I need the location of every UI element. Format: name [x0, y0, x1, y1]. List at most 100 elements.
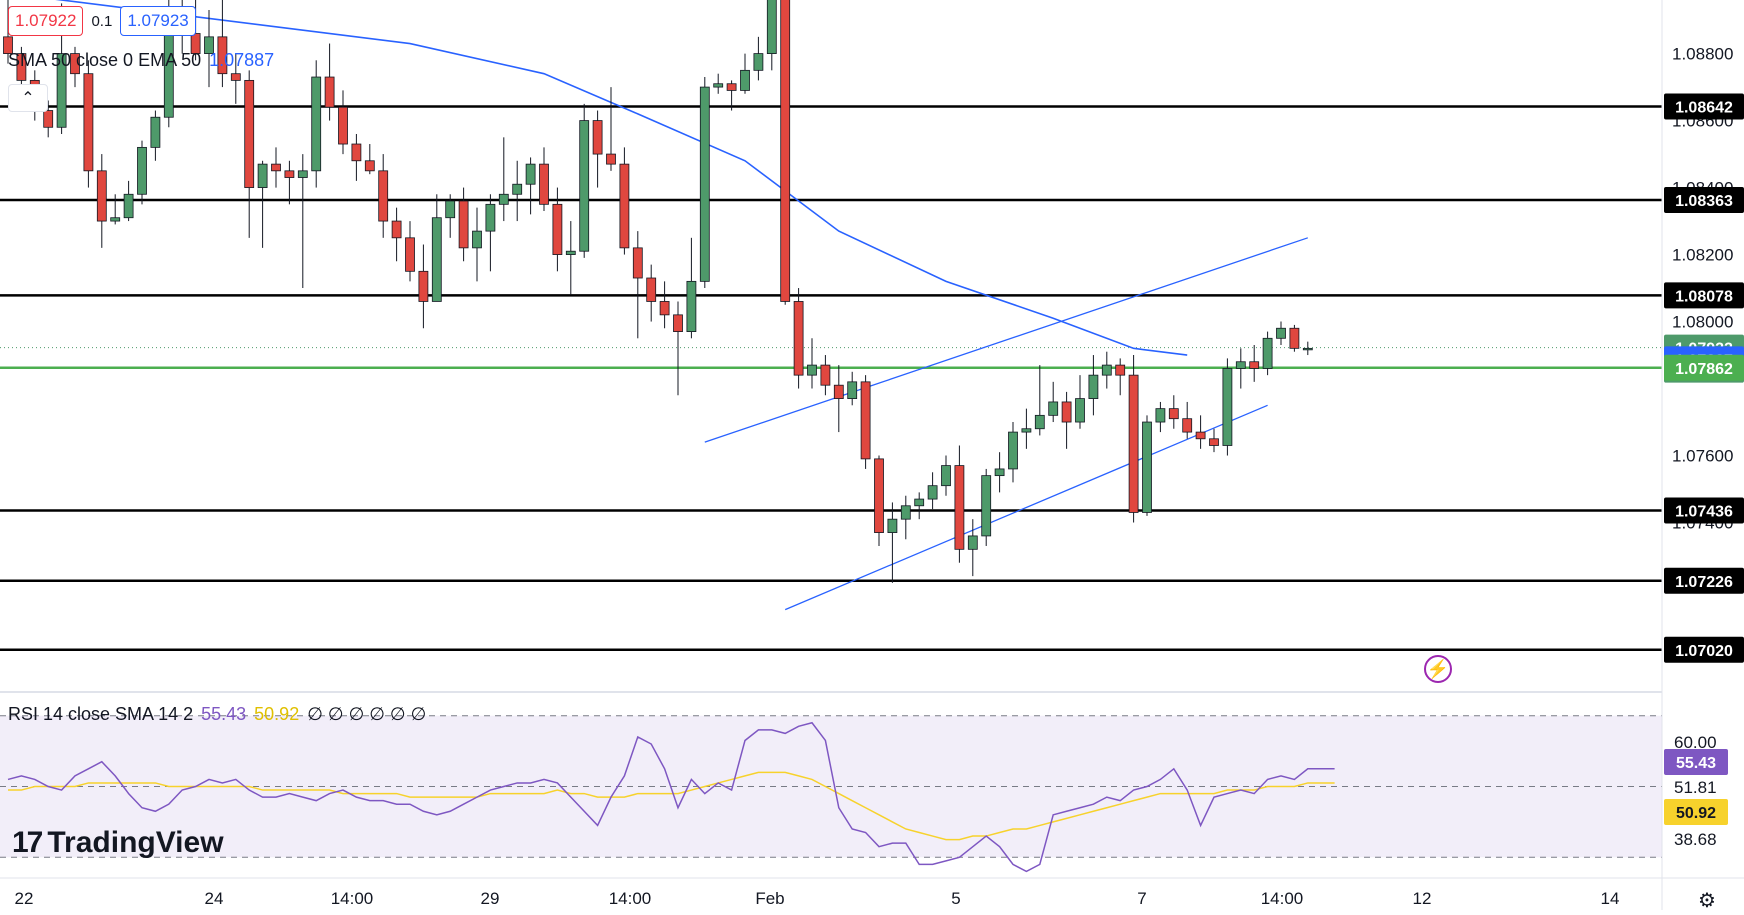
price-label-box: [1664, 186, 1744, 213]
collapse-legend-button[interactable]: ⌃: [8, 84, 48, 112]
candle-bearish: [954, 465, 965, 550]
y-axis-tick-label: 1.08000: [1672, 313, 1733, 332]
candle-bearish: [1168, 408, 1179, 420]
candle-bullish: [1088, 374, 1099, 399]
price-label-text: 1.08363: [1675, 193, 1733, 210]
candle-bullish: [137, 146, 147, 195]
candle-bullish: [1021, 428, 1032, 433]
candle-bearish: [793, 301, 804, 376]
candle-bullish: [981, 475, 992, 537]
candle-bearish: [230, 73, 241, 81]
price-label-text: 1.07862: [1675, 361, 1733, 378]
candle-bearish: [606, 153, 616, 165]
candle-bullish: [1222, 368, 1233, 446]
bid-price-box[interactable]: 1.07922: [8, 6, 84, 36]
candle-bullish: [56, 53, 67, 128]
rsi-value-box: [1664, 799, 1728, 825]
price-label-box: [1664, 354, 1744, 381]
candle-bearish: [405, 237, 415, 272]
candle-bearish: [391, 220, 402, 239]
candle-bearish: [673, 314, 683, 333]
candle-bearish: [324, 76, 335, 108]
candle-bearish: [726, 83, 737, 91]
rsi-label[interactable]: RSI 14 close SMA 14 2: [8, 704, 194, 724]
candle-bullish: [123, 193, 134, 219]
candle-bullish: [967, 535, 978, 550]
rsi-value-text: 50.92: [1676, 805, 1716, 822]
candle-bullish: [472, 230, 482, 249]
price-label-box: [1664, 282, 1744, 309]
price-label-text: 1.07226: [1675, 574, 1733, 591]
gear-icon[interactable]: ⚙: [1698, 890, 1716, 912]
x-axis-tick-label: 24: [205, 889, 224, 908]
candle-bullish: [847, 381, 858, 399]
candle-bullish: [1155, 408, 1166, 423]
candle-bearish: [458, 200, 469, 249]
candle-bullish: [565, 250, 576, 255]
price-label-text: 1.07020: [1675, 643, 1733, 660]
candle-bullish: [204, 36, 214, 54]
indicator-value: 1.07887: [209, 50, 275, 70]
x-axis-tick-label: 14:00: [331, 889, 374, 908]
candle-bullish: [1075, 398, 1085, 423]
x-axis-tick-label: 14:00: [609, 889, 652, 908]
candle-bearish: [338, 106, 348, 145]
indicator-label[interactable]: SMA 50 close 0 EMA 50: [8, 50, 202, 70]
candle-bearish: [1115, 364, 1126, 376]
candle-bearish: [1128, 374, 1139, 513]
candle-bullish: [257, 163, 268, 188]
x-axis-tick-label: 14: [1601, 889, 1620, 908]
candle-bearish: [860, 381, 871, 460]
spread-label: 0.1: [91, 12, 113, 30]
candle-bullish: [512, 183, 523, 195]
candle-bullish: [1262, 337, 1273, 369]
candle-bearish: [43, 110, 54, 128]
price-label-box: [1664, 93, 1744, 120]
x-axis-tick-label: Feb: [755, 889, 784, 908]
candle-bullish: [740, 69, 750, 91]
candle-bullish: [1142, 421, 1152, 513]
candle-bearish: [351, 143, 362, 162]
y-axis-tick-label: 1.08800: [1672, 45, 1733, 64]
candle-bearish: [364, 160, 375, 172]
candle-bullish: [1302, 347, 1313, 351]
rsi-value: 55.43: [201, 704, 247, 724]
tradingview-logo[interactable]: 17 TradingView: [12, 826, 224, 860]
indicator-legend: SMA 50 close 0 EMA 50 1.07887: [8, 50, 274, 71]
candle-bearish: [83, 73, 94, 172]
candle-bullish: [699, 86, 710, 282]
x-axis-tick-label: 22: [15, 889, 34, 908]
x-axis-tick-label: 12: [1413, 889, 1432, 908]
candle-bearish: [217, 36, 228, 75]
candle-bullish: [1235, 361, 1246, 369]
x-axis-tick-label: 14:00: [1261, 889, 1304, 908]
candle-bullish: [1276, 327, 1286, 339]
candle-bearish: [646, 277, 657, 302]
candle-bearish: [378, 170, 389, 222]
candle-bearish: [833, 384, 844, 399]
price-label-text: 1.08642: [1675, 100, 1733, 117]
rsi-plot-group: [0, 715, 1662, 873]
candle-bearish: [820, 364, 831, 386]
lightning-icon[interactable]: ⚡: [1424, 655, 1452, 683]
rsi-line: [7, 721, 1335, 873]
rsi-value-text: 55.43: [1676, 755, 1716, 772]
candle-bullish: [807, 364, 817, 376]
candle-bullish: [753, 53, 764, 71]
x-axis-tick-label: 7: [1137, 889, 1146, 908]
price-label-box: [1664, 497, 1744, 524]
candle-bearish: [284, 170, 295, 178]
price-label-text: 1.08078: [1675, 288, 1733, 305]
candle-bearish: [418, 270, 429, 302]
candle-bearish: [244, 79, 255, 188]
candle-bearish: [1209, 438, 1219, 446]
ask-price-box[interactable]: 1.07923: [120, 6, 196, 36]
price-label-text: 1.07436: [1675, 503, 1733, 520]
y-axis-tick-label: 1.08200: [1672, 246, 1733, 265]
rsi-tick-label: 60.00: [1674, 733, 1717, 752]
candle-bearish: [552, 203, 563, 255]
candle-bullish: [994, 468, 1005, 477]
